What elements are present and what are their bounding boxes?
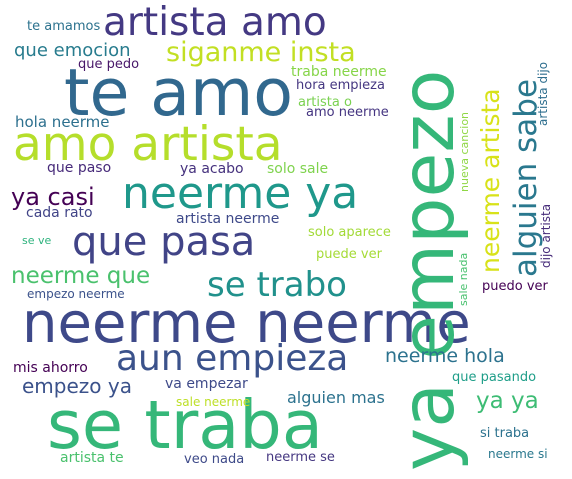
word: amo artista: [13, 117, 283, 172]
word: se trabo: [207, 265, 347, 305]
word: artista amo: [103, 0, 327, 45]
word: se traba: [47, 386, 323, 464]
word: sale nada: [457, 252, 470, 306]
word: cada rato: [26, 205, 93, 221]
word: traba neerme: [291, 64, 387, 80]
word: puedo ver: [482, 279, 548, 294]
word: ya acabo: [180, 161, 244, 177]
word: neerme hola: [385, 345, 505, 367]
word: ya ya: [476, 388, 539, 414]
word: artista dijo: [536, 61, 550, 126]
word: aun empieza: [116, 338, 349, 379]
word: que pedo: [78, 57, 140, 72]
word: que pasa: [72, 219, 256, 265]
word: neerme neerme: [22, 291, 471, 356]
word: siganme insta: [166, 37, 356, 68]
word: ya casi: [11, 183, 95, 211]
word: puede ver: [316, 247, 382, 262]
word: neerme ya: [122, 168, 359, 219]
word: solo aparece: [308, 225, 391, 240]
word: empezo ya: [22, 374, 132, 398]
word: neerme que: [11, 263, 151, 289]
word: hora empieza: [296, 78, 385, 93]
word: neerme artista: [476, 88, 505, 273]
word: dijo artista: [539, 203, 553, 268]
word: va empezar: [165, 376, 248, 392]
word: que emocion: [14, 40, 131, 61]
word: solo sale: [267, 161, 329, 177]
word: artista te: [60, 450, 124, 466]
word: ya empezo: [386, 69, 471, 471]
word: te amamos: [27, 19, 101, 34]
word: amo neerme: [306, 105, 389, 120]
word: nueva cancion: [458, 111, 471, 192]
word: alguien mas: [287, 388, 385, 407]
word: neerme se: [266, 450, 335, 465]
word: mis ahorro: [13, 360, 88, 376]
word: sale neerme: [176, 395, 251, 409]
word: se ve: [22, 234, 52, 247]
word: veo nada: [184, 452, 245, 467]
word: neerme si: [488, 447, 548, 461]
word: si traba: [480, 426, 530, 441]
word: artista o: [298, 95, 352, 110]
word: hola neerme: [15, 113, 110, 131]
word: te amo: [64, 56, 294, 131]
word: artista neerme: [176, 211, 280, 227]
word: que pasando: [452, 370, 537, 385]
word: empezo neerme: [27, 287, 125, 301]
word: que paso: [47, 160, 112, 176]
